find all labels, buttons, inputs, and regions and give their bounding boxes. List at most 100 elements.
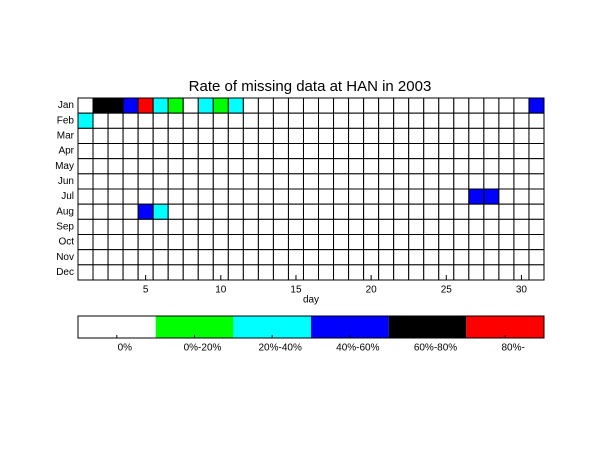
cell (182, 143, 199, 160)
cell (378, 234, 395, 251)
cell (272, 173, 289, 190)
cell (137, 173, 154, 190)
cell (468, 188, 485, 205)
cell (468, 203, 485, 220)
cell (227, 188, 244, 205)
cell (348, 127, 365, 144)
cell (378, 158, 395, 175)
cell (333, 97, 350, 114)
cell (333, 203, 350, 220)
cell (498, 158, 515, 175)
cell (287, 127, 304, 144)
cell (92, 188, 109, 205)
cell (468, 112, 485, 129)
cell (483, 158, 500, 175)
cell (423, 264, 440, 281)
cell (152, 234, 169, 251)
plot-frame (77, 97, 545, 281)
cell (513, 218, 530, 235)
cell (302, 143, 320, 160)
cell (227, 143, 244, 160)
cell (348, 112, 365, 129)
cell (363, 112, 380, 129)
cell (378, 264, 395, 281)
cell (378, 218, 395, 235)
cell (378, 203, 395, 220)
cell (302, 158, 320, 175)
legend-swatch (233, 316, 311, 338)
cell (92, 127, 109, 144)
cell (107, 112, 124, 129)
cell (528, 234, 545, 251)
cell (438, 203, 455, 220)
cell (468, 218, 485, 235)
cell (242, 188, 259, 205)
cell (77, 203, 94, 220)
cell (212, 173, 229, 190)
cell (92, 234, 109, 251)
cell (167, 188, 184, 205)
cell (257, 188, 274, 205)
cell (378, 143, 395, 160)
y-tick-label: Nov (56, 252, 74, 263)
legend-swatch (155, 316, 234, 338)
cell (363, 97, 380, 114)
cell (423, 218, 440, 235)
cell (528, 158, 545, 175)
cell (137, 158, 154, 175)
cell (92, 203, 109, 220)
cell (182, 234, 199, 251)
x-tick-label: 10 (215, 285, 227, 296)
cell (182, 203, 199, 220)
cell (122, 264, 139, 281)
cell (137, 203, 154, 220)
cell (92, 112, 109, 129)
chart-title: Rate of missing data at HAN in 2003 (189, 78, 432, 95)
cell (302, 249, 320, 266)
cell (378, 249, 395, 266)
cell (393, 203, 410, 220)
cell (423, 97, 440, 114)
cell (423, 143, 440, 160)
cell (393, 188, 410, 205)
cell (212, 127, 229, 144)
cell (182, 158, 199, 175)
cell (423, 158, 440, 175)
cell (348, 173, 365, 190)
legend-swatch (466, 316, 544, 338)
cell (242, 173, 259, 190)
cell (302, 188, 320, 205)
cell (348, 264, 365, 281)
cell (212, 97, 229, 114)
cell (107, 97, 124, 114)
cell (77, 97, 94, 114)
cell (257, 249, 274, 266)
cell (393, 234, 410, 251)
cell (528, 249, 545, 266)
cell (152, 112, 169, 129)
cell (408, 203, 425, 220)
cell (152, 264, 169, 281)
legend-label: 80%- (501, 343, 524, 354)
cell (528, 264, 545, 281)
cell (122, 158, 139, 175)
cell (167, 97, 184, 114)
cell (167, 249, 184, 266)
cell (152, 249, 169, 266)
cell (513, 127, 530, 144)
cell (438, 218, 455, 235)
cell (197, 264, 214, 281)
cell (393, 264, 410, 281)
cell (107, 158, 124, 175)
cell (423, 249, 440, 266)
cell (483, 143, 500, 160)
cell (423, 203, 440, 220)
cell (393, 158, 410, 175)
cell (528, 143, 545, 160)
cell (393, 127, 410, 144)
cell (122, 112, 139, 129)
cell (348, 188, 365, 205)
legend-label: 20%-40% (258, 343, 301, 354)
cell (227, 173, 244, 190)
y-tick-label: Mar (57, 131, 75, 142)
